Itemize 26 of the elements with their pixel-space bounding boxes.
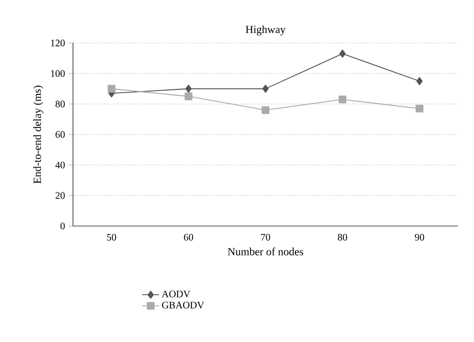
y-tick-label: 40 bbox=[55, 162, 65, 168]
y-tick-label: 60 bbox=[56, 131, 65, 138]
y-tick-label: 100 bbox=[51, 70, 65, 77]
x-tick-label: 50 bbox=[107, 234, 116, 241]
y-tick-label: 80 bbox=[56, 100, 65, 108]
point bbox=[416, 77, 423, 86]
legend-label: GBAODV bbox=[162, 302, 204, 308]
x-tick-label: 80 bbox=[338, 234, 348, 241]
x-tick-label: 60 bbox=[184, 234, 194, 241]
x-tick-label: 90 bbox=[414, 234, 424, 241]
x-tick-label: 70 bbox=[261, 234, 270, 241]
point bbox=[338, 96, 346, 104]
y-tick-label: 120 bbox=[51, 40, 65, 46]
y-axis-title: End-to-end delay (ms) bbox=[33, 86, 44, 184]
point bbox=[339, 50, 346, 58]
point bbox=[262, 84, 269, 93]
point bbox=[185, 84, 192, 93]
y-tick-label: 20 bbox=[56, 192, 65, 199]
point bbox=[184, 92, 192, 100]
x-axis-title: Number of nodes bbox=[228, 248, 304, 256]
y-tick-label: 0 bbox=[60, 222, 65, 230]
chart-title: Highway bbox=[246, 25, 286, 36]
legend-label: AODV bbox=[162, 290, 190, 298]
point bbox=[108, 84, 116, 93]
point bbox=[262, 106, 270, 114]
point bbox=[416, 104, 424, 112]
